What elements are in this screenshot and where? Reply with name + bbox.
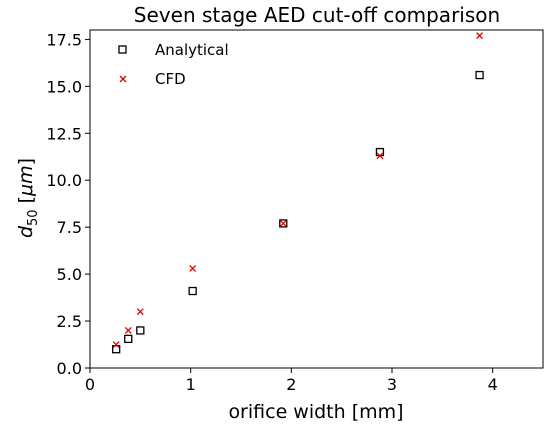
y-axis-label-subscript: 50	[26, 209, 41, 226]
point-cfd	[136, 308, 144, 316]
y-tick-label: 5.0	[57, 265, 82, 284]
y-tick-label: 2.5	[57, 312, 82, 331]
y-tick-label: 7.5	[57, 218, 82, 237]
legend-marker-analytical	[118, 45, 127, 54]
point-analytical	[136, 326, 145, 335]
point-analytical	[279, 219, 288, 228]
x-axis-label: orifice width [mm]	[228, 401, 403, 423]
y-axis-label-unit-close: ]	[15, 158, 37, 165]
point-analytical	[112, 345, 121, 354]
x-tick-label: 4	[488, 375, 498, 394]
y-axis-label: d50 [μm]	[15, 158, 41, 238]
y-axis-label-unit: μm	[15, 165, 37, 197]
point-analytical	[375, 147, 385, 157]
legend: Analytical CFD	[118, 41, 229, 88]
y-tick-label: 10.0	[46, 171, 82, 190]
legend-label-cfd: CFD	[155, 70, 186, 88]
x-tick-label: 1	[186, 375, 196, 394]
point-cfd	[189, 265, 197, 272]
legend-label-analytical: Analytical	[155, 41, 229, 59]
data-points	[112, 32, 484, 354]
point-cfd	[124, 326, 132, 334]
x-axis: 0 1 2 3 4	[85, 368, 498, 394]
y-axis: 0.0 2.5 5.0 7.5 10.0 12.5 15.0 17.5	[46, 30, 90, 378]
plot-area-frame	[89, 29, 544, 369]
x-tick-label: 3	[387, 375, 397, 394]
y-tick-label: 15.0	[46, 77, 82, 96]
point-analytical	[475, 70, 484, 80]
x-tick-label: 0	[85, 375, 95, 394]
point-analytical	[124, 334, 133, 344]
point-analytical	[188, 286, 197, 296]
y-axis-label-main: d	[15, 225, 37, 238]
y-tick-label: 17.5	[46, 30, 82, 49]
point-cfd	[376, 152, 384, 160]
y-tick-label: 0.0	[57, 359, 82, 378]
legend-marker-cfd	[119, 75, 127, 83]
y-tick-label: 12.5	[46, 124, 82, 143]
point-cfd	[279, 219, 287, 227]
chart-title: Seven stage AED cut-off comparison	[134, 3, 500, 27]
point-cfd	[476, 32, 484, 40]
x-tick-label: 2	[286, 375, 296, 394]
y-axis-label-unit-open: [	[15, 196, 37, 209]
point-cfd	[112, 341, 120, 348]
